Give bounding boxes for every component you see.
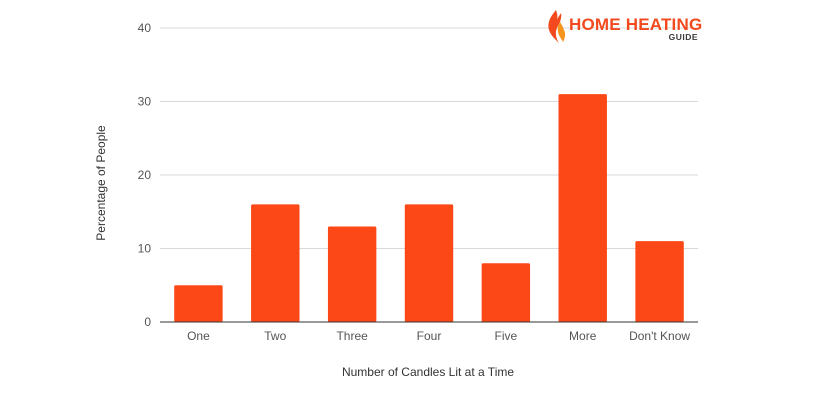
- y-tick-label: 0: [144, 315, 151, 329]
- logo-wordmark: HOME HEATING: [569, 15, 702, 34]
- y-axis-title: Percentage of People: [94, 125, 108, 241]
- x-tick-label: Five: [495, 329, 518, 343]
- y-tick-label: 10: [138, 242, 152, 256]
- y-tick-label: 20: [138, 168, 152, 182]
- x-tick-label: Four: [417, 329, 442, 343]
- x-tick-labels: One Two Three Four Five More Don't Know: [187, 329, 690, 343]
- x-axis-title: Number of Candles Lit at a Time: [342, 365, 514, 379]
- home-heating-guide-logo: HOME HEATING GUIDE: [548, 10, 702, 43]
- x-tick-label: Don't Know: [629, 329, 690, 343]
- bar-don-t-know: [635, 241, 684, 322]
- y-tick-label: 30: [138, 95, 152, 109]
- bar-more: [558, 94, 607, 323]
- bar-five: [481, 263, 531, 322]
- bars: [174, 94, 684, 323]
- y-tick-label: 40: [138, 21, 152, 35]
- y-tick-labels: 0 10 20 30 40: [138, 21, 152, 329]
- x-tick-label: More: [569, 329, 597, 343]
- bar-three: [327, 226, 377, 322]
- bar-four: [404, 204, 454, 322]
- bar-one: [174, 285, 223, 322]
- flame-icon: [548, 10, 566, 43]
- x-tick-label: One: [187, 329, 210, 343]
- bar-two: [251, 204, 300, 322]
- x-tick-label: Three: [336, 329, 368, 343]
- x-tick-label: Two: [264, 329, 286, 343]
- logo-subtitle: GUIDE: [669, 32, 698, 42]
